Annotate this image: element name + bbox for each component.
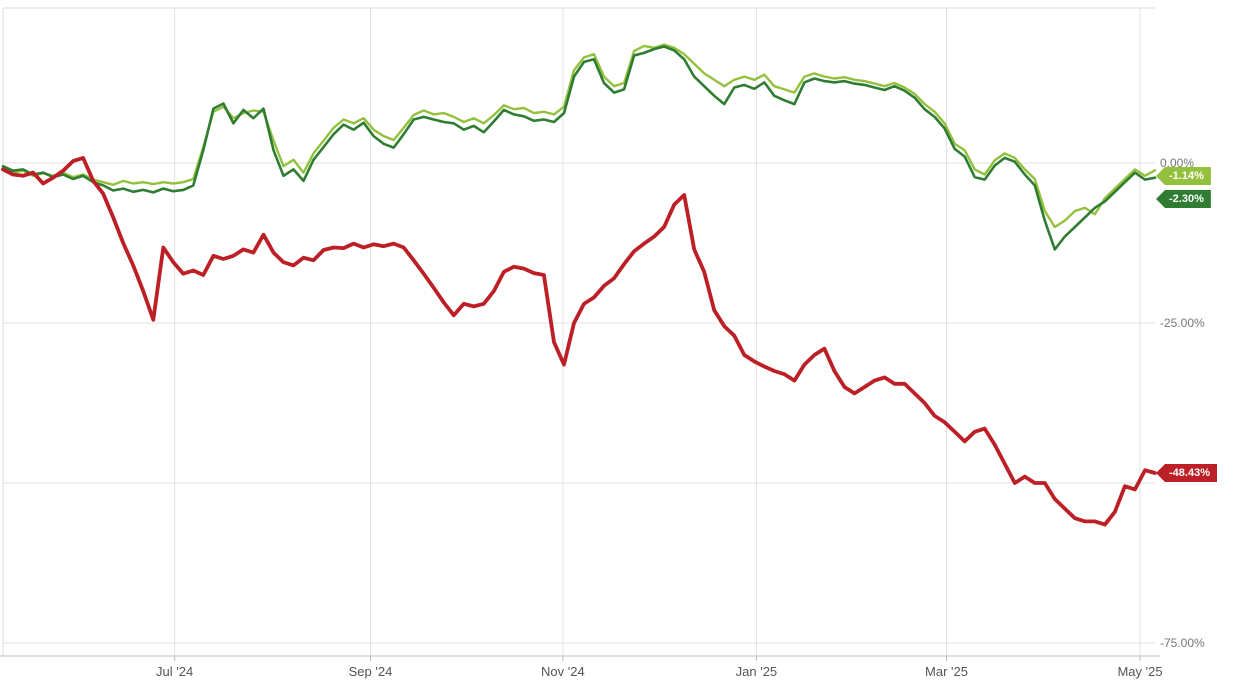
x-tick-label: Jan '25 — [735, 664, 778, 679]
x-tick-label: Mar '25 — [925, 664, 968, 679]
x-tick-label: Jul '24 — [156, 664, 194, 679]
y-tick-label: 0.00% — [1160, 156, 1195, 170]
last-value-badge-red: -48.43% — [1156, 463, 1217, 482]
last-value-badge-light-green: -1.14% — [1156, 167, 1211, 185]
y-tick-label: -75.00% — [1160, 636, 1205, 650]
last-value-badge-dark-green: -2.30% — [1156, 190, 1211, 208]
x-tick-label: May '25 — [1117, 664, 1163, 679]
x-tick-label: Sep '24 — [348, 664, 393, 679]
series-dark-green-line — [1, 45, 1157, 251]
series-red-line — [1, 155, 1157, 527]
series-light-green-line — [1, 43, 1157, 229]
y-tick-label: -25.00% — [1160, 316, 1205, 330]
x-tick-label: Nov '24 — [541, 664, 585, 679]
